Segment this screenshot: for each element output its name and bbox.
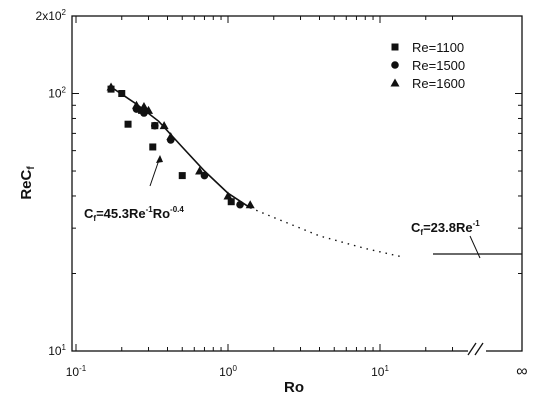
legend: Re=1100 Re=1500 Re=1600	[390, 40, 465, 91]
asymptote-leader	[469, 235, 481, 259]
legend-marker-square	[391, 43, 399, 51]
legend-marker-triangle	[390, 78, 400, 87]
data-point-square	[118, 90, 126, 98]
data-markers-group	[106, 82, 255, 209]
legend-label: Re=1500	[412, 58, 465, 73]
legend-marker-circle	[391, 61, 399, 69]
y-tick-label: 2x102	[36, 8, 67, 23]
legend-label: Re=1100	[412, 40, 464, 55]
fit-arrow	[149, 155, 163, 187]
data-point-square	[124, 120, 132, 128]
ticks-group	[72, 15, 522, 352]
data-point-triangle	[195, 166, 205, 175]
fit-equation-label: Cf=45.3Re-1Ro-0.4	[84, 205, 184, 223]
fit-line	[110, 86, 251, 209]
x-axis-title: Ro	[284, 379, 304, 396]
x-tick-label: 100	[219, 364, 237, 379]
y-tick-label: 101	[48, 343, 66, 358]
data-point-circle	[236, 200, 244, 209]
x-axis-break	[467, 342, 486, 359]
tick-labels-group: 10-1 100 101 101 102 2x102	[36, 8, 390, 379]
data-point-triangle	[223, 191, 233, 200]
asymptote-equation-label: Cf=23.8Re-1	[411, 219, 480, 237]
data-point-triangle	[245, 200, 255, 209]
data-point-triangle	[131, 100, 141, 109]
x-tick-label: 10-1	[66, 364, 87, 379]
plot-frame	[71, 15, 523, 352]
data-point-square	[178, 172, 186, 180]
data-point-triangle	[106, 82, 116, 91]
data-point-triangle	[139, 102, 149, 111]
data-point-triangle	[159, 121, 169, 130]
x-tick-label: 101	[371, 364, 389, 379]
legend-label: Re=1600	[412, 76, 465, 91]
data-point-circle	[151, 121, 159, 130]
y-tick-label: 102	[48, 86, 66, 101]
x-break-infinity-label: ∞	[516, 363, 527, 380]
y-axis-title: ReCf	[18, 166, 37, 200]
data-point-triangle	[144, 105, 154, 114]
data-point-square	[227, 198, 235, 206]
data-point-triangle	[166, 132, 176, 141]
extrapolation-dotted-line	[249, 207, 403, 258]
y-axis-title-group: ReCf	[18, 166, 37, 200]
data-point-square	[149, 143, 157, 151]
